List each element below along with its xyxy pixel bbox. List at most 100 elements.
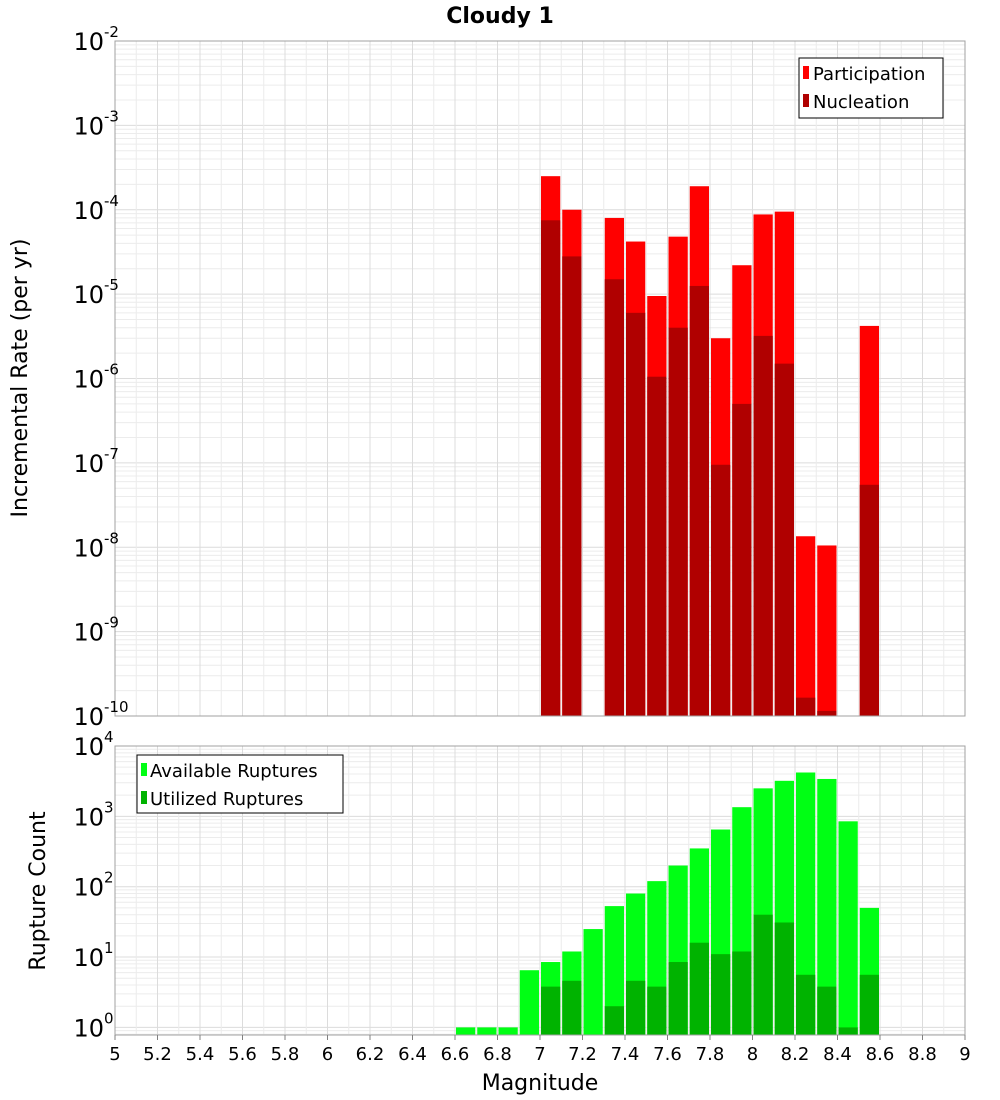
top-y-tick-exponent: -4 — [104, 192, 119, 210]
nucleation-legend-swatch — [803, 94, 809, 107]
nucleation-bar — [711, 464, 731, 716]
top-y-tick-exponent: -3 — [104, 107, 119, 125]
participation-legend-label: Participation — [813, 64, 925, 85]
x-tick-label: 5.8 — [271, 1044, 300, 1065]
x-tick-label: 8.6 — [866, 1044, 895, 1065]
utilized-ruptures-bar — [626, 980, 646, 1035]
nucleation-bar — [647, 376, 667, 716]
top-y-tick-base: 10 — [73, 534, 104, 562]
top-y-tick-exponent: -8 — [104, 529, 119, 547]
utilized-ruptures-bar — [732, 951, 752, 1035]
participation-bar — [796, 536, 816, 716]
nucleation-bar — [626, 312, 646, 716]
x-tick-label: 6.6 — [441, 1044, 470, 1065]
utilized-ruptures-bar — [796, 974, 816, 1035]
bottom-y-tick-exponent: 3 — [104, 798, 114, 816]
utilized-legend-label: Utilized Ruptures — [150, 789, 303, 810]
top-y-tick-base: 10 — [73, 366, 104, 394]
bottom-y-tick-base: 10 — [73, 1014, 104, 1042]
utilized-ruptures-bar — [838, 1027, 858, 1035]
utilized-ruptures-bar — [562, 980, 582, 1035]
top-y-tick-base: 10 — [73, 619, 104, 647]
bottom-plot-bars — [456, 772, 879, 1035]
top-plot-grid — [114, 40, 966, 717]
bottom-y-tick-exponent: 2 — [104, 869, 114, 887]
nucleation-bar — [774, 363, 794, 716]
x-tick-label: 6.2 — [356, 1044, 385, 1065]
nucleation-bar — [796, 697, 816, 716]
utilized-ruptures-bar — [711, 954, 731, 1035]
nucleation-legend-label: Nucleation — [813, 92, 909, 113]
utilized-ruptures-bar — [541, 986, 561, 1035]
x-tick-label: 7 — [534, 1044, 545, 1065]
nucleation-bar — [562, 256, 582, 716]
x-ticks: 5 5.2 5.4 5.6 5.8 6 6.2 6.4 6.6 6.8 7 7.2 7.4 7.6 7.8 8… — [109, 1035, 971, 1065]
top-y-tick-exponent: -5 — [104, 276, 119, 294]
nucleation-bar — [732, 403, 752, 716]
participation-bar — [817, 545, 837, 716]
bottom-y-tick-exponent: 1 — [104, 939, 114, 957]
utilized-ruptures-bar — [859, 974, 879, 1035]
top-y-tick-base: 10 — [73, 703, 104, 731]
x-tick-label: 6 — [322, 1044, 333, 1065]
available-ruptures-bar — [519, 970, 539, 1035]
bottom-y-tick-base: 10 — [73, 874, 104, 902]
available-ruptures-bar — [817, 778, 837, 1035]
nucleation-bar — [859, 484, 879, 716]
available-ruptures-bar — [604, 906, 624, 1035]
nucleation-bar — [689, 285, 709, 716]
available-legend-label: Available Ruptures — [150, 761, 318, 782]
available-ruptures-bar — [583, 929, 603, 1035]
available-ruptures-bar — [796, 772, 816, 1035]
x-tick-label: 7.6 — [653, 1044, 682, 1065]
top-y-tick-exponent: -10 — [104, 698, 129, 716]
x-tick-label: 7.2 — [568, 1044, 597, 1065]
top-y-tick-base: 10 — [73, 197, 104, 225]
top-plot-frame — [114, 40, 966, 717]
top-plot-bars — [541, 176, 879, 717]
x-tick-label: 6.4 — [398, 1044, 427, 1065]
x-tick-label: 5 — [109, 1044, 120, 1065]
nucleation-bar — [604, 279, 624, 716]
utilized-ruptures-bar — [817, 986, 837, 1035]
top-y-tick-base: 10 — [73, 281, 104, 309]
top-y-tick-exponent: -9 — [104, 614, 119, 632]
bottom-y-tick-base: 10 — [73, 733, 104, 761]
utilized-legend-swatch — [141, 791, 147, 804]
bottom-legend: Available Ruptures Utilized Ruptures — [136, 754, 344, 814]
nucleation-bar — [753, 335, 773, 716]
top-y-tick-base: 10 — [73, 112, 104, 140]
bottom-legend-box — [136, 754, 344, 814]
bottom-y-axis-label: Rupture Count — [26, 811, 51, 971]
nucleation-bar — [817, 710, 837, 716]
x-axis-label: Magnitude — [482, 1071, 599, 1096]
utilized-ruptures-bar — [753, 914, 773, 1035]
top-y-ticks: 10-210-310-410-510-610-710-810-910-10 — [73, 23, 128, 731]
utilized-ruptures-bar — [668, 962, 688, 1035]
bottom-y-tick-base: 10 — [73, 803, 104, 831]
bottom-y-tick-base: 10 — [73, 944, 104, 972]
x-tick-label: 5.4 — [186, 1044, 215, 1065]
available-ruptures-bar — [498, 1027, 518, 1035]
x-tick-label: 8 — [747, 1044, 758, 1065]
top-y-axis-label: Incremental Rate (per yr) — [8, 239, 33, 518]
top-y-tick-exponent: -6 — [104, 361, 119, 379]
top-y-tick-exponent: -7 — [104, 445, 119, 463]
available-legend-swatch — [141, 763, 147, 776]
utilized-ruptures-bar — [774, 922, 794, 1035]
x-tick-label: 8.4 — [823, 1044, 852, 1065]
x-tick-label: 5.6 — [228, 1044, 257, 1065]
available-ruptures-bar — [477, 1027, 497, 1035]
utilized-ruptures-bar — [604, 1006, 624, 1035]
utilized-ruptures-bar — [647, 986, 667, 1035]
x-tick-label: 5.2 — [143, 1044, 172, 1065]
top-y-tick-exponent: -2 — [104, 23, 119, 41]
x-tick-label: 8.2 — [781, 1044, 810, 1065]
bottom-y-tick-exponent: 0 — [104, 1009, 114, 1027]
top-legend-box — [798, 57, 944, 119]
chart-title: Cloudy 1 — [446, 4, 554, 29]
available-ruptures-bar — [456, 1027, 476, 1035]
x-tick-label: 6.8 — [483, 1044, 512, 1065]
